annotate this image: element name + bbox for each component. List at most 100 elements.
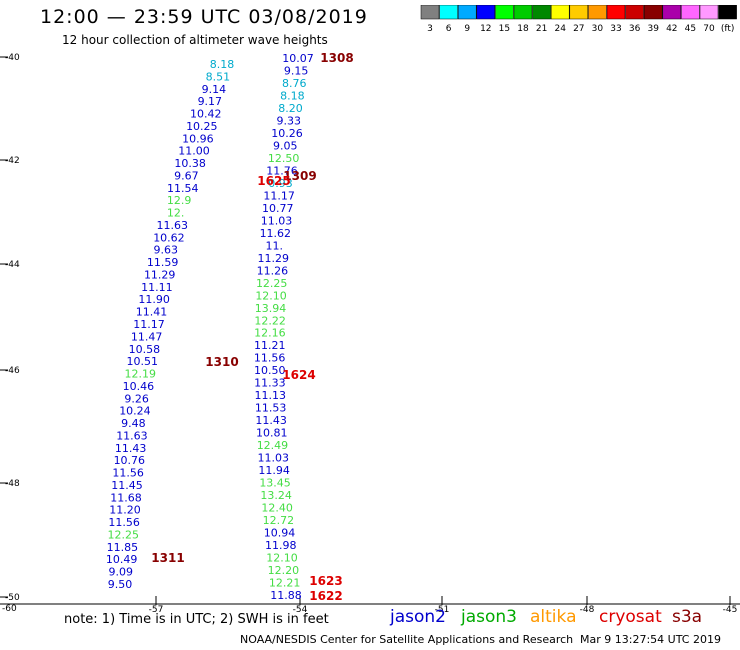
wave-height-value: 11.56 — [108, 516, 140, 529]
colorbar-label: 42 — [666, 24, 677, 34]
pass-time-label: 1311 — [151, 551, 184, 565]
wave-height-value: 9.14 — [202, 83, 227, 96]
wave-height-value: 9.15 — [284, 64, 309, 77]
wave-height-value: 10.77 — [262, 202, 294, 215]
wave-height-value: 11.33 — [254, 377, 286, 390]
wave-height-value: 11.00 — [178, 145, 210, 158]
wave-height-value: 11.13 — [254, 389, 286, 402]
wave-height-value: 11.88 — [270, 589, 302, 602]
wave-height-value: 8.20 — [278, 102, 303, 115]
wave-height-value: 10.38 — [174, 157, 206, 170]
wave-height-value: 11.98 — [265, 539, 297, 552]
wave-height-value: 12.50 — [268, 152, 300, 165]
x-tick-label: -54 — [293, 605, 308, 615]
wave-height-value: 10.58 — [129, 343, 161, 356]
wave-height-value: 12.9 — [167, 194, 192, 207]
colorbar-label: 18 — [517, 24, 529, 34]
y-tick-label: -44 — [5, 260, 20, 270]
x-tick-label: -51 — [435, 605, 450, 615]
wave-height-value: 11. — [265, 239, 283, 252]
colorbar-label: 70 — [703, 24, 715, 34]
colorbar-swatch — [588, 5, 607, 20]
wave-height-value: 11.54 — [167, 182, 199, 195]
wave-height-value: 8.18 — [280, 89, 305, 102]
wave-height-value: 12.16 — [254, 327, 286, 340]
wave-height-value: 0.93 — [268, 177, 293, 190]
wave-height-value: 11.45 — [111, 479, 143, 492]
wave-height-value: 13.94 — [255, 302, 287, 315]
legend-s3a: s3a — [672, 607, 703, 627]
wave-height-value: 11.41 — [136, 306, 168, 319]
colorbar-swatch — [457, 5, 477, 20]
wave-height-value: 12.10 — [266, 552, 298, 565]
colorbar-label: 33 — [610, 24, 621, 34]
wave-height-value: 12.25 — [107, 528, 139, 541]
colorbar-label: 9 — [464, 24, 470, 34]
wave-height-value: 10.26 — [271, 127, 303, 140]
wave-height-value: 11.47 — [131, 330, 163, 343]
colorbar-label: 3 — [427, 24, 433, 34]
axes: -40 -42 -44 -46 -48 -50-60 -57 -54 -51 -48 -45 — [0, 53, 740, 615]
wave-height-value: 11.62 — [260, 227, 292, 240]
wave-height-value: 10.51 — [127, 355, 159, 368]
wave-height-value: 11.85 — [107, 541, 139, 554]
wave-height-value: 8.76 — [282, 77, 307, 90]
wave-height-value: 11.29 — [144, 268, 176, 281]
wave-height-value: 11.56 — [112, 467, 144, 480]
wave-height-value: 11.43 — [115, 442, 147, 455]
wave-height-value: 11.76 — [266, 164, 298, 177]
wave-height-value: 10.46 — [123, 380, 155, 393]
pass-time-label: 1624 — [282, 368, 315, 382]
colorbar-swatch — [476, 5, 496, 20]
wave-height-value: 12.19 — [125, 368, 157, 381]
pass-time-label: 1309 — [283, 169, 316, 183]
y-bottom-label: -60 — [2, 604, 17, 614]
y-tick-label: -46 — [5, 366, 20, 376]
y-tick-label: -42 — [5, 156, 20, 166]
colorbar-label: (ft) — [721, 24, 735, 34]
wave-height-value: 12.49 — [257, 439, 289, 452]
pass-time-label: 1623 — [309, 574, 342, 588]
pass-time-label: 1308 — [320, 51, 353, 65]
colorbar-swatch — [513, 5, 533, 20]
pass-time-label: 1310 — [205, 355, 238, 369]
wave-height-value: 11.26 — [257, 264, 289, 277]
wave-height-value: 12.40 — [261, 502, 293, 515]
wave-height-value: 10.24 — [119, 405, 151, 418]
colorbar-swatch — [662, 5, 682, 20]
colorbar-label: 39 — [647, 24, 659, 34]
colorbar: 3 6 9 12 15 18 21 24 27 30 33 36 39 42 45 70 (ft) — [420, 5, 737, 34]
wave-height-value: 11.11 — [141, 281, 173, 294]
wave-height-value: 11.90 — [138, 293, 170, 306]
wave-height-value: 9.05 — [273, 139, 298, 152]
colorbar-label: 36 — [629, 24, 641, 34]
altimeter-tracks: 8.188.519.149.1710.4210.2510.9611.0010.3… — [106, 51, 354, 603]
wave-height-value: 11.63 — [116, 429, 148, 442]
map-title: 12:00 — 23:59 UTC 03/08/2019 — [40, 6, 368, 28]
wave-height-value: 11.94 — [258, 464, 290, 477]
colorbar-swatch — [606, 5, 626, 20]
wave-height-value: 11.29 — [258, 252, 290, 265]
wave-height-value: 11.43 — [255, 414, 287, 427]
credit-line: NOAA/NESDIS Center for Satellite Applica… — [240, 633, 574, 646]
wave-height-value: 13.45 — [259, 477, 291, 490]
x-tick-label: -57 — [149, 605, 164, 615]
wave-height-value: 11.03 — [261, 214, 293, 227]
y-tick-label: -50 — [5, 593, 20, 603]
wave-height-value: 12.25 — [256, 277, 288, 290]
colorbar-label: 12 — [480, 24, 491, 34]
wave-height-value: 11.17 — [133, 318, 165, 331]
x-tick-label: -48 — [580, 605, 595, 615]
legend-cryosat: cryosat — [599, 607, 662, 627]
y-tick-label: -48 — [5, 479, 20, 489]
wave-height-value: 9.09 — [109, 566, 134, 579]
colorbar-swatch — [681, 5, 700, 20]
wave-height-value: 9.63 — [154, 244, 179, 257]
wave-height-value: 9.33 — [276, 114, 301, 127]
colorbar-label: 15 — [499, 24, 510, 34]
colorbar-swatch — [569, 5, 589, 20]
colorbar-label: 24 — [554, 24, 566, 34]
legend-jason2: jason2 — [390, 607, 446, 627]
wave-height-value: 11.59 — [147, 256, 179, 269]
wave-height-value: 12.10 — [255, 289, 287, 302]
